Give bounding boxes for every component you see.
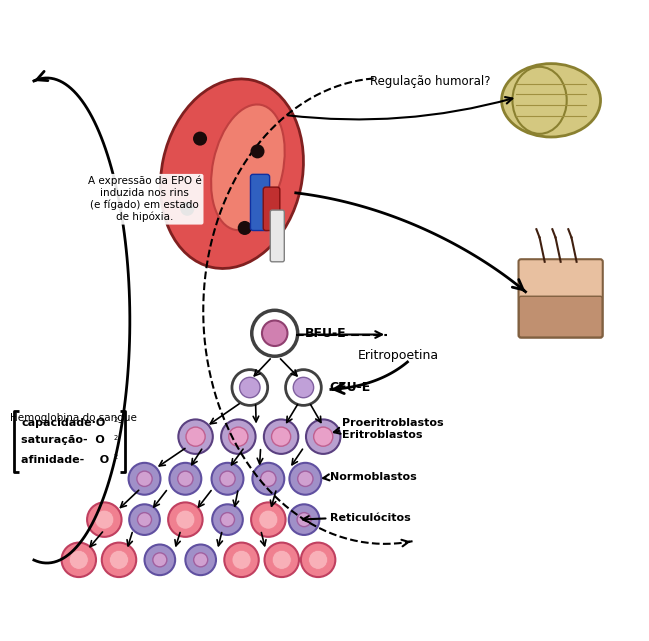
Circle shape (95, 510, 114, 529)
Text: CFU-E: CFU-E (330, 381, 371, 394)
Circle shape (178, 419, 213, 454)
Circle shape (168, 503, 202, 537)
Text: $_2$: $_2$ (113, 415, 118, 425)
Circle shape (180, 202, 194, 216)
Text: $_2$: $_2$ (113, 452, 118, 462)
Text: afinidade-    O: afinidade- O (21, 454, 110, 465)
Text: A expressão da EPO é
induzida nos rins
(e fígado) em estado
de hipóxia.: A expressão da EPO é induzida nos rins (… (88, 176, 201, 222)
Circle shape (212, 504, 243, 535)
Text: Normoblastos: Normoblastos (330, 472, 417, 482)
Text: Eritropoetina: Eritropoetina (358, 349, 439, 362)
Circle shape (232, 370, 267, 405)
Circle shape (87, 503, 121, 537)
Circle shape (286, 370, 321, 405)
FancyBboxPatch shape (251, 174, 269, 231)
Text: Regulação humoral?: Regulação humoral? (369, 74, 490, 88)
Ellipse shape (211, 104, 285, 230)
Circle shape (289, 504, 319, 535)
Ellipse shape (502, 63, 600, 137)
Circle shape (193, 131, 207, 146)
Circle shape (239, 378, 260, 397)
FancyBboxPatch shape (519, 259, 603, 338)
Circle shape (137, 471, 152, 487)
Circle shape (225, 542, 259, 577)
Circle shape (178, 471, 193, 487)
Circle shape (264, 419, 299, 454)
Ellipse shape (160, 79, 304, 269)
Circle shape (262, 320, 288, 346)
Circle shape (306, 419, 341, 454)
Circle shape (252, 310, 298, 356)
Circle shape (221, 419, 256, 454)
Circle shape (297, 513, 311, 527)
Circle shape (186, 544, 216, 575)
Circle shape (238, 221, 252, 235)
Circle shape (138, 513, 152, 527)
Circle shape (145, 544, 175, 575)
Circle shape (293, 378, 313, 397)
Text: $_2$: $_2$ (113, 433, 118, 443)
Text: Hemoglobina do sangue: Hemoglobina do sangue (10, 413, 138, 422)
Text: Reticulócitos: Reticulócitos (330, 513, 410, 523)
Circle shape (193, 553, 208, 567)
Circle shape (110, 551, 129, 569)
Circle shape (309, 551, 328, 569)
Circle shape (102, 542, 136, 577)
Text: Proeritroblastos
Eritroblastos: Proeritroblastos Eritroblastos (343, 418, 444, 440)
Circle shape (273, 551, 291, 569)
FancyBboxPatch shape (263, 187, 280, 231)
Circle shape (221, 513, 234, 527)
Circle shape (313, 427, 333, 446)
Circle shape (298, 471, 313, 487)
Text: capacidade·O: capacidade·O (21, 418, 106, 428)
Circle shape (289, 463, 321, 495)
Text: saturação-  O: saturação- O (21, 435, 105, 445)
Circle shape (265, 542, 299, 577)
Text: BFU-E: BFU-E (305, 327, 347, 340)
Circle shape (251, 503, 286, 537)
Circle shape (220, 471, 235, 487)
Circle shape (129, 504, 160, 535)
Circle shape (228, 427, 248, 446)
Circle shape (212, 463, 243, 495)
Circle shape (186, 427, 205, 446)
FancyBboxPatch shape (270, 210, 284, 262)
Circle shape (232, 551, 251, 569)
Circle shape (301, 542, 336, 577)
Circle shape (259, 510, 278, 529)
Circle shape (129, 463, 160, 495)
Circle shape (251, 144, 265, 158)
Circle shape (69, 551, 88, 569)
Circle shape (252, 463, 284, 495)
Circle shape (153, 553, 167, 567)
Circle shape (169, 463, 201, 495)
Circle shape (62, 542, 96, 577)
Circle shape (261, 471, 276, 487)
Circle shape (271, 427, 291, 446)
Circle shape (176, 510, 195, 529)
FancyBboxPatch shape (519, 296, 602, 337)
